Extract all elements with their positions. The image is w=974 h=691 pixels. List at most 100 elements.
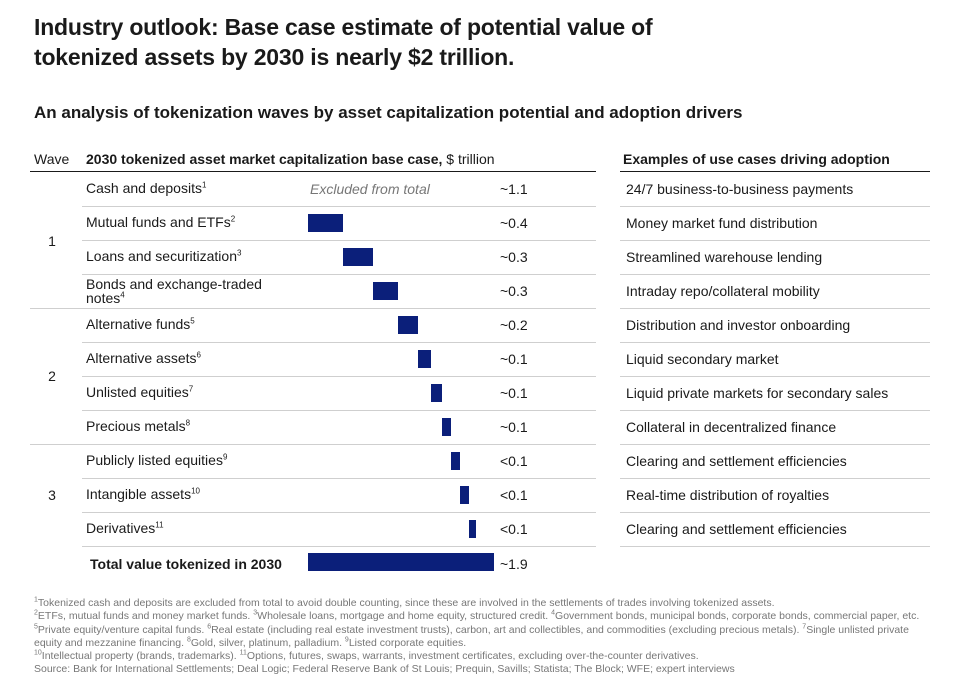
row-value: ~0.3 [500,283,528,299]
total-value: ~1.9 [500,556,528,572]
header-rule-left [30,171,596,172]
row-usecase: Real-time distribution of royalties [626,487,830,503]
row-value: <0.1 [500,453,528,469]
bar-publicly-listed-equities [451,452,460,470]
row-divider-usecase [620,444,930,445]
row-divider [82,342,596,343]
row-usecase: Streamlined warehouse lending [626,249,823,265]
row-divider-usecase [620,376,930,377]
footnote-marker: 11 [155,520,164,530]
bar-bonds-and-exchange-traded-notes [372,282,399,300]
row-label: Cash and deposits1 [86,181,206,195]
bar-loans-and-securitization [343,248,373,266]
footnote-7: Single unlisted private equity and mezza… [34,623,909,649]
bar-alternative-assets [417,350,432,368]
footnote-marker: 6 [196,350,201,360]
row-label-text: Alternative funds [86,316,191,332]
row-label: Alternative funds5 [86,317,195,331]
row-divider [82,512,596,513]
footnote-marker: 8 [185,418,191,428]
row-label-text: Publicly listed equities [86,452,223,468]
row-value: ~0.1 [500,351,528,367]
row-divider-usecase [620,308,930,309]
row-value: ~0.4 [500,215,528,231]
header-capitalization-title: 2030 tokenized asset market capitalizati… [86,151,443,167]
row-divider-usecase [620,342,930,343]
row-divider-usecase [620,512,930,513]
row-divider [82,478,596,479]
footnote-5: Private equity/venture capital funds. [37,623,205,636]
bar-total [308,553,495,571]
row-divider [82,240,596,241]
row-value: <0.1 [500,521,528,537]
footnote-marker: 10 [191,486,200,496]
bar-unlisted-equities [431,384,443,402]
footnote-marker: 7 [188,384,194,394]
row-usecase: Collateral in decentralized finance [626,419,837,435]
footnote-marker: 5 [190,316,195,326]
row-divider [82,546,596,547]
title-line-2: tokenized assets by 2030 is nearly $2 tr… [34,44,515,70]
row-divider [82,274,596,275]
title-line-1: Industry outlook: Base case estimate of … [34,14,653,40]
row-divider-usecase [620,546,930,547]
footnote-marker: 4 [120,290,125,300]
row-label-text: Mutual funds and ETFs [86,214,231,230]
bar-intangible-assets [459,486,469,504]
row-label-text: Cash and deposits [86,180,202,196]
footnote-marker: 2 [230,214,236,224]
footnote-marker: 1 [201,180,207,190]
row-value: <0.1 [500,487,528,503]
row-label-text: Derivatives [86,520,156,536]
row-usecase: Liquid private markets for secondary sal… [626,385,889,401]
row-label-line-2: notes [86,290,121,306]
row-usecase: Clearing and settlement efficiencies [626,453,847,469]
row-usecase: 24/7 business-to-business payments [626,181,854,197]
wave-2: 2 [48,368,56,384]
footnotes: 1Tokenized cash and deposits are exclude… [34,597,934,677]
header-usecases: Examples of use cases driving adoption [623,151,890,167]
header-wave: Wave [34,151,70,167]
row-label: Bonds and exchange-traded notes4 [86,277,262,305]
excluded-from-total-note: Excluded from total [310,181,430,197]
wave-1: 1 [48,233,56,249]
row-label-line-1: Bonds and exchange-traded [86,276,262,292]
row-label: Publicly listed equities9 [86,453,227,467]
row-divider-usecase [620,206,930,207]
row-usecase: Intraday repo/collateral mobility [626,283,820,299]
chart-subtitle: An analysis of tokenization waves by ass… [34,103,743,122]
footnote-3: Wholesale loans, mortgage and home equit… [257,610,549,623]
row-label: Derivatives11 [86,521,164,535]
bar-derivatives [468,520,476,538]
row-usecase: Distribution and investor onboarding [626,317,851,333]
footnote-2: ETFs, mutual funds and money market fund… [37,610,251,623]
row-value: ~1.1 [500,181,528,197]
header-rule-right [620,171,930,172]
bar-alternative-funds [398,316,418,334]
row-label: Mutual funds and ETFs2 [86,215,235,229]
row-value: ~0.2 [500,317,528,333]
row-label: Unlisted equities7 [86,385,193,399]
header-capitalization: 2030 tokenized asset market capitalizati… [86,151,495,167]
row-divider-usecase [620,410,930,411]
footnote-10: Intellectual property (brands, trademark… [41,650,237,663]
footnote-marker: 9 [222,452,228,462]
footnote-8: Gold, silver, platinum, palladium. [190,636,342,649]
total-label: Total value tokenized in 2030 [90,556,282,572]
footnote-4: Government bonds, municipal bonds, corpo… [555,610,920,623]
row-label-text: Intangible assets [86,486,192,502]
row-usecase: Liquid secondary market [626,351,779,367]
footnote-marker: 3 [237,248,242,258]
footnote-11: Options, futures, swaps, warrants, inves… [246,650,699,663]
row-label-text: Precious metals [86,418,186,434]
row-label-text: Unlisted equities [86,384,189,400]
row-divider-usecase [620,274,930,275]
row-label: Precious metals8 [86,419,190,433]
wave-3: 3 [48,487,56,503]
row-label: Alternative assets6 [86,351,201,365]
row-divider [82,206,596,207]
row-divider [82,376,596,377]
row-value: ~0.3 [500,249,528,265]
row-divider-usecase [620,240,930,241]
footnote-1: Tokenized cash and deposits are excluded… [37,597,775,609]
